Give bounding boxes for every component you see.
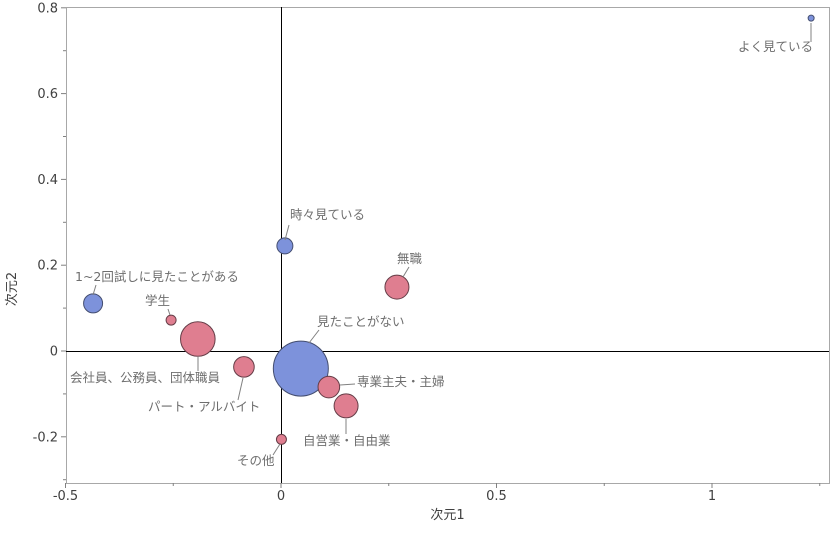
x-axis-title: 次元1 — [430, 507, 464, 523]
point-label-occupation-1: 無職 — [397, 251, 423, 266]
bubble-viewing-frequency — [272, 340, 329, 397]
point-label-viewing-frequency-1: 時々見ている — [290, 207, 365, 222]
point-label-occupation-0: 学生 — [145, 293, 170, 308]
bubble-viewing-frequency — [807, 14, 815, 22]
leader-line — [308, 329, 320, 344]
leader-line — [402, 266, 410, 278]
point-label-occupation-4: 専業主夫・主婦 — [357, 374, 445, 389]
x-tick-label-0: -0.5 — [53, 489, 78, 504]
bubble-occupation — [180, 321, 216, 357]
y-tick-label-0: 0.8 — [37, 1, 58, 16]
y-tick-label-3: 0.2 — [37, 259, 58, 274]
y-tick-label-1: 0.6 — [37, 87, 58, 102]
point-label-occupation-5: 自営業・自由業 — [303, 433, 391, 448]
bubble-occupation — [165, 314, 177, 326]
y-tick-label-4: 0 — [50, 345, 58, 360]
y-tick-label-5: -0.2 — [33, 430, 58, 445]
leader-line — [92, 284, 97, 296]
plot-border — [66, 7, 830, 484]
bubble-occupation — [233, 356, 255, 378]
point-label-viewing-frequency-0: よく見ている — [738, 39, 813, 54]
leader-line — [284, 224, 290, 241]
point-label-viewing-frequency-2: 1~2回試しに見たことがある — [75, 269, 239, 284]
leader-line — [339, 383, 356, 386]
point-label-occupation-2: 会社員、公務員、団体職員 — [70, 370, 221, 385]
y-tick-label-2: 0.4 — [37, 173, 58, 188]
x-tick-label-2: 0.5 — [486, 489, 507, 504]
point-label-viewing-frequency-3: 見たことがない — [317, 314, 405, 329]
y-axis-title: 次元2 — [4, 272, 20, 306]
bubble-occupation — [317, 375, 341, 399]
point-label-occupation-3: パート・アルバイト — [148, 399, 260, 414]
bubble-occupation — [333, 393, 359, 419]
point-label-occupation-6: その他 — [237, 453, 275, 468]
bubble-viewing-frequency — [83, 293, 104, 314]
bubble-viewing-frequency — [276, 237, 294, 255]
x-tick-label-1: 0 — [277, 489, 285, 504]
leader-line — [237, 377, 244, 401]
x-tick-label-3: 1 — [708, 489, 716, 504]
bubble-occupation — [275, 433, 287, 445]
bubble-occupation — [384, 274, 410, 300]
leader-line — [272, 443, 281, 456]
leader-line — [167, 308, 171, 316]
